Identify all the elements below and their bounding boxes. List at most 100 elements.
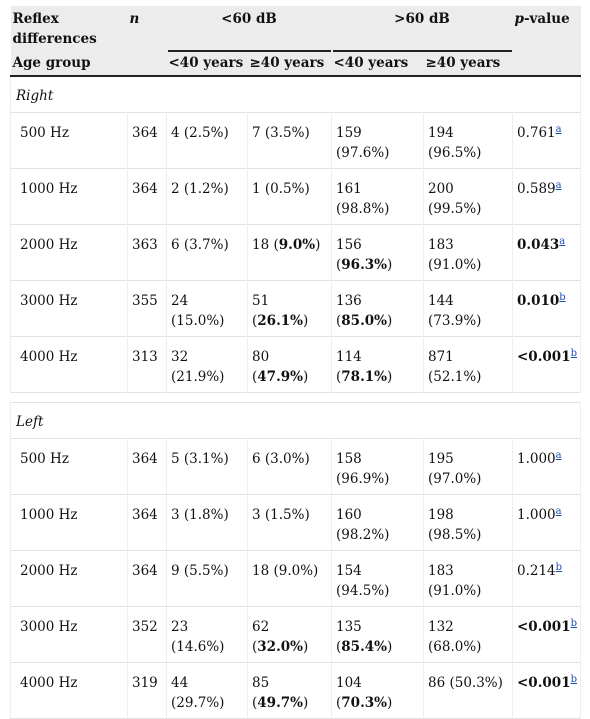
lt60-lt40-cell: 2 (1.2%) <box>166 168 248 225</box>
table-row: 3000 Hz 355 24 (15.0%) 51 (26.1%) 136 (85.0%… <box>10 280 581 337</box>
footnote-marker: a <box>556 122 562 135</box>
value-text: ) <box>387 639 393 655</box>
section-spacer <box>10 392 581 403</box>
value-text: 159 (97.6%) <box>336 125 390 161</box>
gt60-ge40-cell: 198 (98.5%) <box>423 494 513 551</box>
p-value: 1.000 <box>517 507 556 523</box>
value-text: ) <box>387 369 393 385</box>
lt60-lt40-cell: 24 (15.0%) <box>166 280 248 337</box>
value-text: 9 (5.5%) <box>171 563 229 579</box>
lt60-ge40-cell: 18 (9.0%) <box>247 224 332 281</box>
table-row: 1000 Hz 364 2 (1.2%) 1 (0.5%) 161 (98.8%) 200… <box>10 168 581 225</box>
p-italic: p <box>514 11 524 27</box>
p-value-cell: 1.000a <box>512 494 581 551</box>
footnote-link[interactable]: a <box>555 123 562 135</box>
n-cell: 364 <box>127 438 167 495</box>
value-text: 136 ( <box>336 293 362 329</box>
gt60-ge40-cell: 86 (50.3%) <box>423 662 513 719</box>
value-text: 194 (96.5%) <box>428 125 482 161</box>
lt60-ge40-cell: 7 (3.5%) <box>247 112 332 169</box>
bold-value: 96.3% <box>341 257 387 273</box>
p-value-cell: 0.761a <box>512 112 581 169</box>
frequency-cell: 1000 Hz <box>10 168 128 225</box>
lt60-lt40-cell: 9 (5.5%) <box>166 550 248 607</box>
value-text: 144 (73.9%) <box>428 293 482 329</box>
footnote-link[interactable]: b <box>555 561 563 573</box>
n-cell: 352 <box>127 606 167 663</box>
value-text: 3 (1.5%) <box>252 507 310 523</box>
value-text: ) <box>387 257 393 273</box>
p-value-cell: 0.043a <box>512 224 581 281</box>
p-value: <0.001 <box>517 619 571 635</box>
value-text: 2 (1.2%) <box>171 181 229 197</box>
footnote-link[interactable]: a <box>555 505 562 517</box>
sub-header-ge40-a: ≥40 years <box>247 51 332 76</box>
bold-value: 26.1% <box>257 313 303 329</box>
bold-value: 49.7% <box>257 695 303 711</box>
footnote-marker: a <box>556 178 562 191</box>
gt60-lt40-cell: 158 (96.9%) <box>331 438 424 495</box>
value-text: 32 (21.9%) <box>171 349 225 385</box>
lt60-ge40-cell: 18 (9.0%) <box>247 550 332 607</box>
value-text: 86 (50.3%) <box>428 675 503 691</box>
frequency-cell: 1000 Hz <box>10 494 128 551</box>
lt60-ge40-cell: 51 (26.1%) <box>247 280 332 337</box>
value-text: 6 (3.0%) <box>252 451 310 467</box>
value-text: 158 (96.9%) <box>336 451 390 487</box>
frequency-cell: 3000 Hz <box>10 606 128 663</box>
gt60-ge40-cell: 200 (99.5%) <box>423 168 513 225</box>
gt60-ge40-cell: 132 (68.0%) <box>423 606 513 663</box>
frequency-cell: 4000 Hz <box>10 336 128 393</box>
value-text: 114 ( <box>336 349 362 385</box>
gt60-lt40-cell: 154 (94.5%) <box>331 550 424 607</box>
n-cell: 313 <box>127 336 167 393</box>
p-value-header: p-value <box>512 6 581 51</box>
sub-header-lt40-a: <40 years <box>166 51 248 76</box>
table-row: 1000 Hz 364 3 (1.8%) 3 (1.5%) 160 (98.2%) 198… <box>10 494 581 551</box>
lt60-ge40-cell: 62 (32.0%) <box>247 606 332 663</box>
gt60-ge40-cell: 195 (97.0%) <box>423 438 513 495</box>
n-header-blank <box>127 51 167 76</box>
value-text: 51 ( <box>252 293 270 329</box>
value-text: ) <box>387 695 393 711</box>
lt60-lt40-cell: 4 (2.5%) <box>166 112 248 169</box>
value-text: 183 (91.0%) <box>428 237 482 273</box>
table-row: 2000 Hz 363 6 (3.7%) 18 (9.0%) 156 (96.3%) 18… <box>10 224 581 281</box>
value-text: 183 (91.0%) <box>428 563 482 599</box>
frequency-cell: 500 Hz <box>10 112 128 169</box>
value-text: ) <box>303 313 309 329</box>
gt60-ge40-cell: 183 (91.0%) <box>423 224 513 281</box>
section-title: Right <box>10 75 581 113</box>
value-text: 156 ( <box>336 237 362 273</box>
value-text: 7 (3.5%) <box>252 125 310 141</box>
lt60-ge40-cell: 6 (3.0%) <box>247 438 332 495</box>
value-text: ) <box>315 237 321 253</box>
footnote-link[interactable]: b <box>559 291 566 303</box>
table-header: Reflex differences n <60 dB >60 dB p-val… <box>10 6 581 76</box>
n-cell: 364 <box>127 550 167 607</box>
gt60-lt40-cell: 135 (85.4%) <box>331 606 424 663</box>
lt60-lt40-cell: 3 (1.8%) <box>166 494 248 551</box>
group-gt60-header: >60 dB <box>331 6 513 52</box>
gt60-ge40-cell: 871 (52.1%) <box>423 336 513 393</box>
n-cell: 363 <box>127 224 167 281</box>
footnote-link[interactable]: a <box>555 449 562 461</box>
value-text: 5 (3.1%) <box>171 451 229 467</box>
n-cell: 319 <box>127 662 167 719</box>
lt60-ge40-cell: 85 (49.7%) <box>247 662 332 719</box>
p-value: 1.000 <box>517 451 556 467</box>
p-value-cell: <0.001b <box>512 336 581 393</box>
value-text: 44 (29.7%) <box>171 675 225 711</box>
gt60-lt40-cell: 104 (70.3%) <box>331 662 424 719</box>
footnote-link[interactable]: a <box>555 179 562 191</box>
footnote-marker: b <box>571 346 577 359</box>
p-value-suffix: -value <box>523 11 570 27</box>
p-value-cell: 1.000a <box>512 438 581 495</box>
footnote-link[interactable]: b <box>570 617 577 629</box>
footnote-link[interactable]: b <box>570 347 577 359</box>
p-value-cell: <0.001b <box>512 606 581 663</box>
reflex-table: Reflex differences n <60 dB >60 dB p-val… <box>10 6 581 719</box>
sub-header-lt40-b: <40 years <box>331 51 424 76</box>
footnote-link[interactable]: a <box>559 235 566 247</box>
footnote-link[interactable]: b <box>570 673 577 685</box>
